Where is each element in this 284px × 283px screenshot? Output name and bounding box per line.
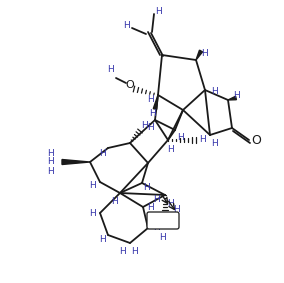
Text: H: H: [233, 91, 239, 100]
Text: O: O: [251, 134, 261, 147]
Text: H: H: [100, 235, 106, 245]
Text: H: H: [167, 198, 173, 207]
Text: H: H: [160, 233, 166, 241]
Text: H: H: [47, 158, 53, 166]
Polygon shape: [153, 95, 158, 109]
Polygon shape: [62, 160, 90, 164]
Text: H: H: [147, 123, 153, 132]
Text: H: H: [90, 181, 96, 190]
Text: H: H: [106, 65, 113, 74]
Text: H: H: [147, 95, 153, 104]
Text: H: H: [47, 166, 53, 175]
Text: H: H: [144, 183, 150, 192]
Text: Obs: Obs: [155, 216, 171, 226]
Text: H: H: [212, 138, 218, 147]
Text: H: H: [124, 22, 130, 31]
Text: H: H: [199, 136, 205, 145]
Polygon shape: [196, 50, 202, 60]
Text: H: H: [154, 8, 161, 16]
Text: H: H: [153, 224, 159, 233]
Text: H: H: [112, 196, 118, 205]
Text: H: H: [201, 48, 207, 57]
Text: O: O: [126, 80, 134, 90]
Text: H: H: [211, 87, 217, 97]
Text: H: H: [141, 121, 147, 130]
Text: H: H: [100, 149, 106, 158]
Polygon shape: [228, 96, 236, 100]
Text: H: H: [154, 196, 160, 205]
Text: H: H: [47, 149, 53, 158]
FancyBboxPatch shape: [147, 212, 179, 229]
Text: H: H: [119, 246, 125, 256]
Text: H: H: [89, 209, 95, 218]
Text: H: H: [131, 246, 137, 256]
Text: H: H: [177, 134, 183, 143]
Text: H: H: [148, 203, 154, 211]
Text: H: H: [167, 145, 173, 155]
Text: H: H: [174, 205, 180, 213]
Text: H: H: [150, 108, 156, 117]
